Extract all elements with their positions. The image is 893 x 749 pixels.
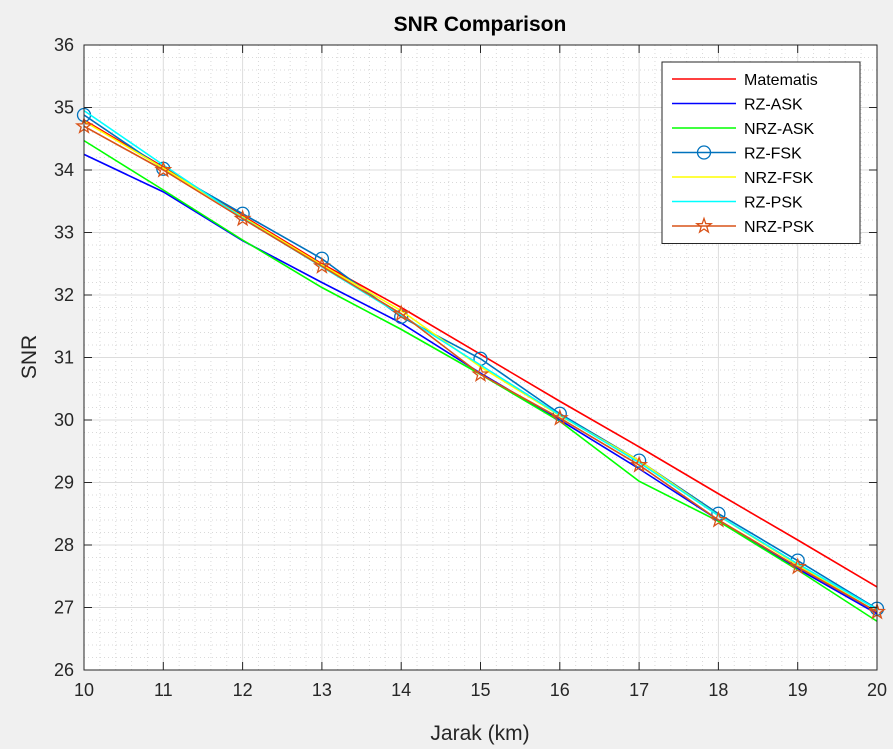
x-tick-label: 12 (233, 680, 253, 700)
legend-entry-rz-ask: RZ-ASK (672, 97, 803, 114)
y-tick-label: 28 (54, 535, 74, 555)
axis-ticks (83, 44, 878, 671)
major-grid (83, 44, 878, 671)
data-point-nrz-psk (471, 364, 490, 383)
x-tick-label: 19 (788, 680, 808, 700)
y-tick-labels: 26 27 28 29 30 31 32 33 34 35 36 (54, 35, 74, 680)
data-point-nrz-psk (788, 557, 807, 575)
y-tick-label: 36 (54, 35, 74, 55)
series-nrz-psk (74, 116, 887, 620)
x-tick-label: 17 (629, 680, 649, 700)
data-point-nrz-psk (550, 408, 569, 426)
y-tick-label: 27 (54, 598, 74, 618)
series-line-nrz-psk (83, 125, 878, 613)
y-tick-label: 35 (54, 98, 74, 118)
legend-label: NRZ-PSK (744, 219, 815, 236)
series-rz-fsk (76, 107, 885, 616)
y-tick-label: 31 (54, 348, 74, 368)
y-tick-label: 29 (54, 473, 74, 493)
data-point-nrz-psk (392, 304, 411, 322)
legend-label: RZ-FSK (744, 146, 802, 163)
legend-entry-rz-fsk: RZ-FSK (672, 145, 802, 163)
data-point-nrz-psk (312, 256, 331, 274)
x-tick-label: 18 (708, 680, 728, 700)
y-tick-label: 26 (54, 660, 74, 680)
legend-entry-rz-psk: RZ-PSK (672, 195, 803, 212)
x-tick-labels: 10 11 12 13 14 15 16 17 18 19 20 (74, 680, 887, 700)
legend-marker (696, 145, 712, 160)
x-axis-label: Jarak (km) (430, 722, 529, 745)
x-tick-label: 10 (74, 680, 94, 700)
data-point-nrz-psk (233, 209, 252, 227)
data-point-nrz-psk (630, 455, 649, 473)
x-tick-label: 15 (470, 680, 490, 700)
legend-label: RZ-PSK (744, 195, 803, 212)
legend-label: NRZ-FSK (744, 170, 814, 187)
x-tick-label: 14 (391, 680, 411, 700)
x-tick-label: 16 (550, 680, 570, 700)
y-tick-label: 30 (54, 410, 74, 430)
data-point-nrz-psk (709, 510, 728, 528)
y-axis-label: SNR (18, 335, 41, 379)
legend-entry-matematis: Matematis (672, 72, 818, 89)
legend-label: RZ-ASK (744, 97, 803, 114)
series-line-rz-fsk (83, 114, 878, 610)
x-tick-label: 20 (867, 680, 887, 700)
y-tick-label: 32 (54, 285, 74, 305)
series-layer (74, 107, 887, 622)
y-tick-label: 34 (54, 160, 74, 180)
legend-entry-nrz-psk: NRZ-PSK (672, 216, 815, 236)
data-point-nrz-psk (154, 160, 173, 178)
legend-label: NRZ-ASK (744, 121, 815, 138)
legend-label: Matematis (744, 72, 818, 89)
chart-title: SNR Comparison (394, 13, 567, 36)
legend-entry-nrz-fsk: NRZ-FSK (672, 170, 814, 187)
x-tick-label: 11 (154, 680, 173, 700)
legend: Matematis RZ-ASK NRZ-ASK RZ-FSK NRZ-FSK RZ-PS… (661, 61, 861, 244)
legend-entry-nrz-ask: NRZ-ASK (672, 121, 815, 138)
legend-marker (694, 216, 714, 234)
x-tick-label: 13 (312, 680, 332, 700)
y-tick-label: 33 (54, 223, 74, 243)
